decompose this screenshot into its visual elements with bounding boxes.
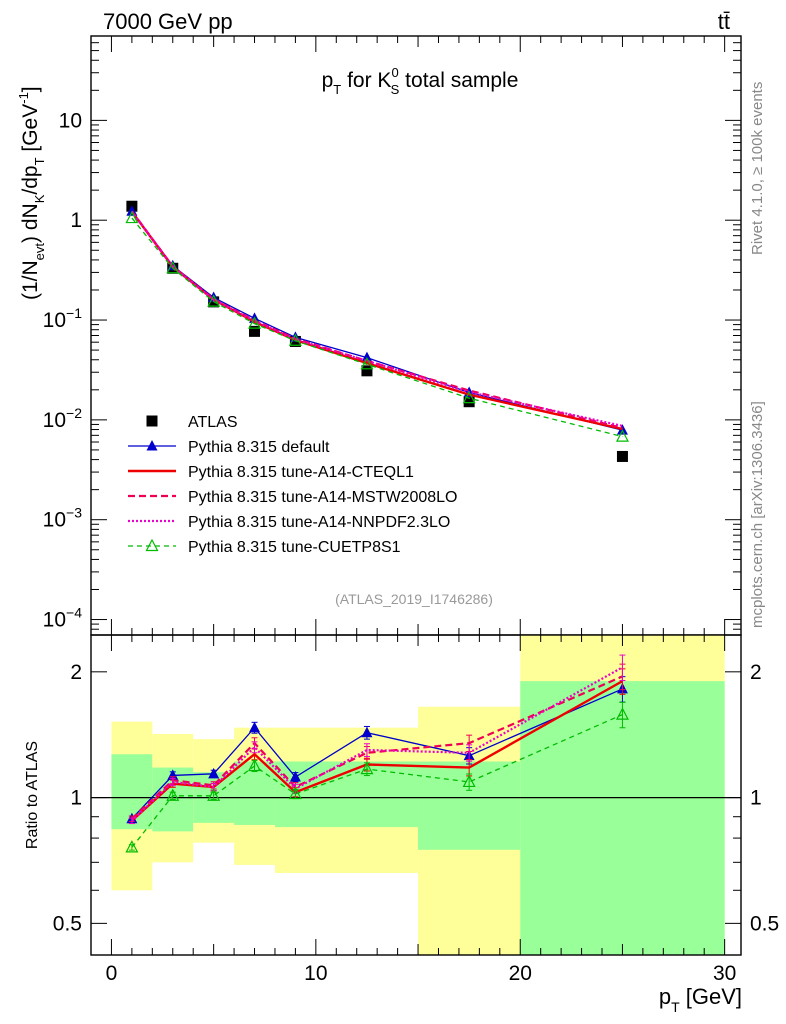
series-line <box>131 210 623 431</box>
legend-label: ATLAS <box>188 414 238 431</box>
ratio-line <box>131 688 623 820</box>
x-tick-label: 0 <box>106 962 118 985</box>
ratio-y-tick-label-left: 1 <box>70 787 82 810</box>
x-tick-label: 20 <box>509 962 532 985</box>
ratio-point <box>615 707 629 720</box>
main-x-ticks <box>110 36 726 635</box>
x-tick-label: 10 <box>304 962 327 985</box>
main-title: pT for K0 S total sample <box>322 65 519 97</box>
series-line <box>130 210 623 430</box>
ratio-uncertainty-bands <box>91 635 741 955</box>
data-point <box>207 294 221 307</box>
ratio-point <box>289 771 301 782</box>
ratio-panel: 0 10 20 30 0.5 0.5 1 1 2 2 <box>53 634 779 985</box>
ratio-point <box>360 761 374 775</box>
data-point <box>615 429 629 442</box>
x-axis-label: pT [GeV] <box>659 984 742 1015</box>
series-1 <box>126 205 628 435</box>
data-point <box>462 390 476 404</box>
data-point <box>249 325 261 337</box>
ratio-series-3 <box>128 654 626 825</box>
legend-label: Pythia 8.315 tune-A14-NNPDF2.3LO <box>188 514 450 531</box>
ratio-series-group <box>125 654 629 853</box>
side-label-mcplots: mcplots.cern.ch [arXiv:1306.3436] <box>749 401 766 628</box>
ratio-point <box>249 721 261 733</box>
ratio-line <box>131 680 624 822</box>
x-tick-label: 30 <box>713 962 736 985</box>
ratio-series-4 <box>125 701 629 853</box>
data-point <box>248 316 262 329</box>
ratio-point <box>248 758 262 772</box>
ratio-y-label: Ratio to ATLAS <box>24 741 41 849</box>
series-line <box>130 210 623 427</box>
ratio-y-tick-label-right: 2 <box>750 661 762 684</box>
ratio-point <box>125 840 139 853</box>
series-line <box>130 210 623 431</box>
legend-marker <box>146 415 158 427</box>
main-y-axis: 10 1 10−1 10−2 10−3 10−4 <box>43 35 741 636</box>
ratio-point <box>462 774 476 788</box>
main-series-group <box>125 200 629 462</box>
legend-item: Pythia 8.315 tune-CUETP8S1 <box>128 538 401 556</box>
ratio-y-tick-label-right: 0.5 <box>750 912 779 935</box>
ratio-axes: 0 10 20 30 0.5 0.5 1 1 2 2 <box>53 635 779 985</box>
side-label-rivet: Rivet 4.1.0, ≥ 100k events <box>749 82 766 255</box>
y-tick-label: 10−3 <box>43 505 83 532</box>
legend-label: Pythia 8.315 default <box>188 439 330 456</box>
data-point <box>361 351 373 363</box>
ratio-line <box>131 675 623 820</box>
legend-marker <box>145 538 159 552</box>
y-tick-label: 10−1 <box>43 305 83 332</box>
legend-item: Pythia 8.315 tune-A14-MSTW2008LO <box>128 489 457 506</box>
series-3 <box>130 210 623 430</box>
header-right: tt̄ <box>718 9 730 34</box>
data-point <box>361 365 373 377</box>
legend-item: Pythia 8.315 tune-A14-CTEQL1 <box>128 464 414 481</box>
legend-label: Pythia 8.315 tune-A14-MSTW2008LO <box>188 489 457 506</box>
ratio-y-tick-label-right: 1 <box>750 787 762 810</box>
data-point <box>616 450 628 462</box>
ratio-point <box>288 786 302 800</box>
main-panel: 10 1 10−1 10−2 10−3 10−4 <box>43 35 742 636</box>
series-2 <box>130 210 623 431</box>
data-point <box>463 396 475 408</box>
ratio-band-inner <box>234 761 275 825</box>
ratio-point <box>167 769 179 780</box>
data-point <box>360 357 374 370</box>
analysis-watermark: (ATLAS_2019_I1746286) <box>335 591 493 607</box>
legend-item: ATLAS <box>146 414 238 431</box>
data-point <box>288 333 302 346</box>
ratio-frame <box>90 634 742 956</box>
legend-label: Pythia 8.315 tune-A14-CTEQL1 <box>188 464 414 481</box>
series-line <box>131 217 623 438</box>
ratio-point <box>208 767 220 779</box>
data-point <box>166 260 180 274</box>
legend-marker <box>146 440 158 451</box>
y-tick-label: 10−2 <box>43 405 83 432</box>
legend: ATLAS Pythia 8.315 default Pythia 8.315 tu… <box>128 414 457 556</box>
ratio-point <box>166 788 180 801</box>
series-4 <box>130 210 623 427</box>
ratio-point <box>361 726 373 738</box>
y-tick-label: 1 <box>70 209 82 232</box>
ratio-point <box>207 788 221 801</box>
y-tick-label: 10−4 <box>43 605 83 632</box>
ratio-series-0 <box>126 676 628 824</box>
main-y-label: (1/Nevt) dNK/dpT [GeV-1] <box>16 86 47 300</box>
ratio-y-tick-label-left: 2 <box>70 661 82 684</box>
ratio-y-tick-label-left: 0.5 <box>53 912 82 935</box>
series-5 <box>125 210 629 442</box>
legend-label: Pythia 8.315 tune-CUETP8S1 <box>188 539 401 556</box>
legend-item: Pythia 8.315 tune-A14-NNPDF2.3LO <box>128 514 450 531</box>
ratio-line <box>131 713 623 848</box>
y-tick-label: 10 <box>59 109 82 132</box>
legend-item: Pythia 8.315 default <box>128 439 330 456</box>
data-point <box>125 210 139 224</box>
header-left: 7000 GeV pp <box>103 9 233 34</box>
